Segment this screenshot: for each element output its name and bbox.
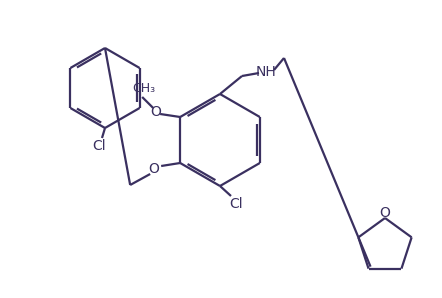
Text: O: O xyxy=(149,162,160,176)
Text: O: O xyxy=(151,105,162,119)
Text: O: O xyxy=(380,206,390,220)
Text: CH₃: CH₃ xyxy=(133,83,156,95)
Text: Cl: Cl xyxy=(229,197,243,211)
Text: NH: NH xyxy=(255,65,276,79)
Text: Cl: Cl xyxy=(92,139,106,153)
